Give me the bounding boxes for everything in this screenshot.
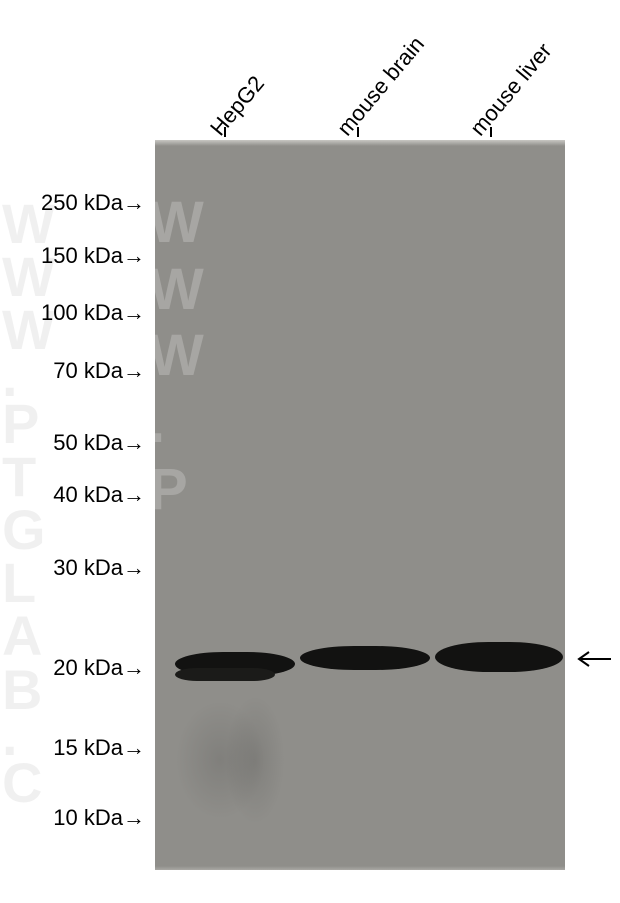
western-blot-figure: HepG2 mouse brain mouse liver 250 kDa→ 1… bbox=[0, 0, 620, 903]
blot-membrane: WWW.P bbox=[155, 140, 565, 870]
marker-70: 70 kDa→ bbox=[25, 358, 145, 384]
watermark-text: WWW.P bbox=[155, 190, 208, 523]
band-lane3 bbox=[435, 642, 563, 672]
marker-50: 50 kDa→ bbox=[25, 430, 145, 456]
target-arrow bbox=[573, 645, 613, 676]
smear bbox=[225, 695, 285, 825]
lane-tick bbox=[224, 127, 226, 137]
band-lane2 bbox=[300, 646, 430, 670]
marker-10: 10 kDa→ bbox=[25, 805, 145, 831]
lane-tick bbox=[490, 127, 492, 137]
lane-label-2: mouse brain bbox=[332, 32, 430, 141]
lane-tick bbox=[357, 127, 359, 137]
marker-40: 40 kDa→ bbox=[25, 482, 145, 508]
marker-250: 250 kDa→ bbox=[25, 190, 145, 216]
marker-30: 30 kDa→ bbox=[25, 555, 145, 581]
marker-15: 15 kDa→ bbox=[25, 735, 145, 761]
blot-edge bbox=[155, 140, 565, 146]
marker-150: 150 kDa→ bbox=[25, 243, 145, 269]
blot-edge bbox=[155, 866, 565, 870]
marker-20: 20 kDa→ bbox=[25, 655, 145, 681]
lane-label-1: HepG2 bbox=[205, 71, 270, 141]
lane-label-3: mouse liver bbox=[465, 38, 557, 141]
marker-100: 100 kDa→ bbox=[25, 300, 145, 326]
band-lane1-lower bbox=[175, 668, 275, 681]
